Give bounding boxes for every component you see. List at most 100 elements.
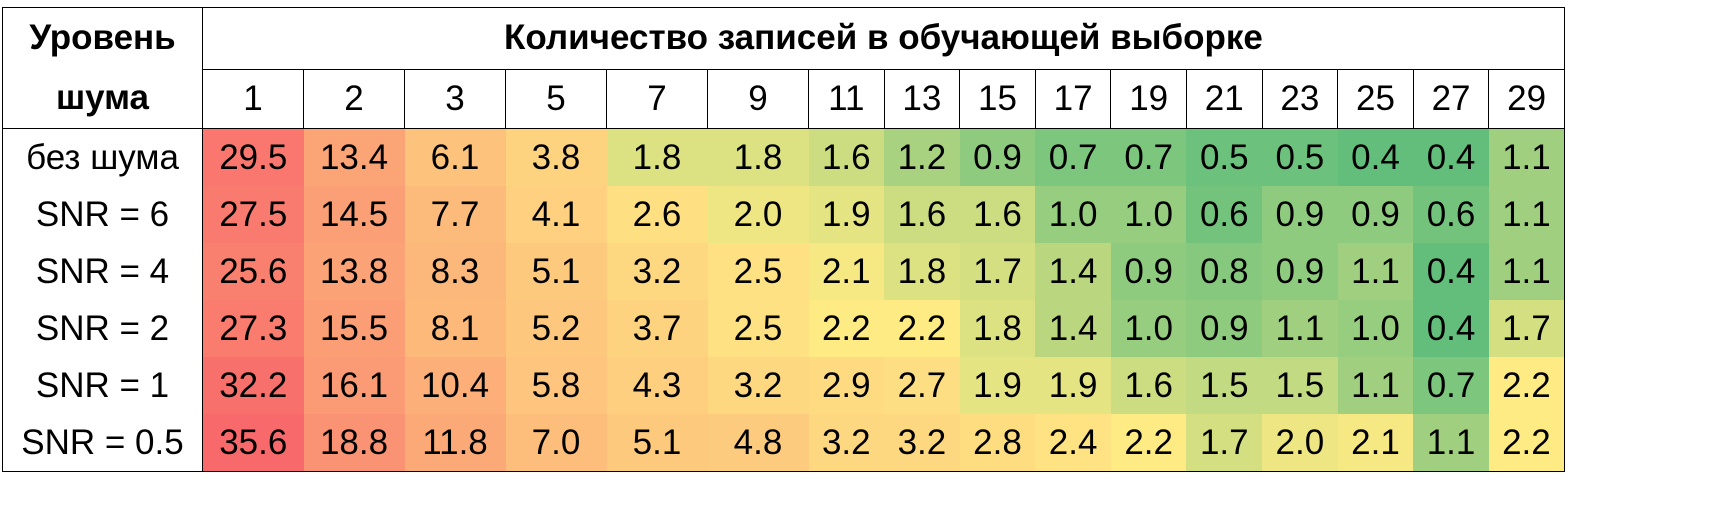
heatmap-cell: 1.7 [959, 243, 1036, 300]
heatmap-row: SNR = 4 25.6 13.8 8.3 5.1 3.2 2.5 2.1 1.8 1.7 1.4 0… [2, 243, 1565, 300]
heatmap-cell: 1.7 [1186, 414, 1263, 472]
heatmap-cell: 13.4 [303, 128, 405, 186]
heatmap-cell: 1.0 [1110, 186, 1187, 243]
heatmap-cell: 2.4 [1035, 414, 1111, 472]
heatmap-cell: 2.5 [707, 300, 809, 357]
heatmap-cell: 0.9 [959, 128, 1036, 186]
heatmap-cell: 27.5 [202, 186, 304, 243]
heatmap-cell: 10.4 [404, 357, 506, 414]
column-header-7: 7 [606, 69, 708, 129]
heatmap-cell: 13.8 [303, 243, 405, 300]
heatmap-cell: 35.6 [202, 414, 304, 472]
heatmap-cell: 0.4 [1413, 128, 1489, 186]
column-header-27: 27 [1412, 69, 1490, 129]
heatmap-cell: 1.0 [1337, 300, 1414, 357]
heatmap-cell: 1.9 [808, 186, 885, 243]
column-header-21: 21 [1185, 69, 1263, 129]
heatmap-cell: 16.1 [303, 357, 405, 414]
heatmap-cell: 0.9 [1110, 243, 1187, 300]
column-header-2: 2 [303, 69, 405, 129]
heatmap-cell: 0.6 [1413, 186, 1489, 243]
heatmap-cell: 29.5 [202, 128, 304, 186]
column-header-11: 11 [808, 69, 885, 129]
heatmap-cell: 5.2 [505, 300, 607, 357]
heatmap-cell: 1.5 [1186, 357, 1263, 414]
column-header-19: 19 [1110, 69, 1187, 129]
column-header-9: 9 [707, 69, 809, 129]
heatmap-cell: 14.5 [303, 186, 405, 243]
heatmap-cell: 0.5 [1186, 128, 1263, 186]
heatmap-cell: 5.1 [606, 414, 708, 472]
heatmap-cell: 1.2 [884, 128, 960, 186]
column-header-5: 5 [505, 69, 607, 129]
heatmap-cell: 4.1 [505, 186, 607, 243]
heatmap-row: SNR = 6 27.5 14.5 7.7 4.1 2.6 2.0 1.9 1.6 1.6 1.0 1… [2, 186, 1565, 243]
heatmap-cell: 1.1 [1488, 128, 1565, 186]
heatmap-body: без шума 29.5 13.4 6.1 3.8 1.8 1.8 1.6 1.2 0.9 0.7… [2, 128, 1565, 472]
heatmap-cell: 2.0 [1262, 414, 1338, 472]
row-label: без шума [2, 128, 203, 186]
heatmap-cell: 1.9 [1035, 357, 1111, 414]
heatmap-cell: 2.7 [884, 357, 960, 414]
heatmap-cell: 8.3 [404, 243, 506, 300]
heatmap-cell: 8.1 [404, 300, 506, 357]
heatmap-cell: 32.2 [202, 357, 304, 414]
heatmap-cell: 2.9 [808, 357, 885, 414]
heatmap-cell: 5.8 [505, 357, 607, 414]
heatmap-cell: 0.9 [1262, 186, 1338, 243]
column-header-13: 13 [883, 69, 961, 129]
chart-title: Количество записей в обучающей выборке [202, 7, 1565, 70]
heatmap-row: без шума 29.5 13.4 6.1 3.8 1.8 1.8 1.6 1.2 0.9 0.7… [2, 128, 1565, 186]
row-label: SNR = 1 [2, 357, 203, 414]
heatmap-row: SNR = 1 32.2 16.1 10.4 5.8 4.3 3.2 2.9 2.7 1.9 1.9… [2, 357, 1565, 414]
heatmap-cell: 2.8 [959, 414, 1036, 472]
heatmap-cell: 1.7 [1488, 300, 1565, 357]
row-label: SNR = 0.5 [2, 414, 203, 472]
heatmap-cell: 1.1 [1488, 186, 1565, 243]
heatmap-cell: 0.8 [1186, 243, 1263, 300]
heatmap-cell: 7.7 [404, 186, 506, 243]
heatmap-cell: 4.3 [606, 357, 708, 414]
heatmap-cell: 25.6 [202, 243, 304, 300]
column-header-15: 15 [959, 69, 1036, 129]
column-header-3: 3 [404, 69, 506, 129]
heatmap-cell: 0.9 [1337, 186, 1414, 243]
heatmap-cell: 2.0 [707, 186, 809, 243]
heatmap-cell: 1.6 [884, 186, 960, 243]
heatmap-cell: 1.4 [1035, 300, 1111, 357]
heatmap-cell: 1.0 [1110, 300, 1187, 357]
heatmap-cell: 1.4 [1035, 243, 1111, 300]
heatmap-cell: 6.1 [404, 128, 506, 186]
row-label: SNR = 2 [2, 300, 203, 357]
heatmap-cell: 2.2 [1110, 414, 1187, 472]
heatmap-cell: 1.0 [1035, 186, 1111, 243]
heatmap-cell: 11.8 [404, 414, 506, 472]
row-header-title: Уровень шума [2, 7, 203, 129]
column-header-23: 23 [1261, 69, 1339, 129]
heatmap-cell: 2.6 [606, 186, 708, 243]
heatmap-cell: 0.5 [1262, 128, 1338, 186]
heatmap-cell: 27.3 [202, 300, 304, 357]
heatmap-table: Уровень шума Количество записей в обучаю… [2, 7, 1565, 472]
row-label: SNR = 4 [2, 243, 203, 300]
heatmap-cell: 1.8 [707, 128, 809, 186]
heatmap-cell: 1.8 [884, 243, 960, 300]
heatmap-cell: 2.1 [1337, 414, 1414, 472]
heatmap-cell: 0.7 [1413, 357, 1489, 414]
heatmap-cell: 1.1 [1262, 300, 1338, 357]
column-header-1: 1 [202, 69, 304, 129]
heatmap-cell: 3.7 [606, 300, 708, 357]
heatmap-cell: 0.4 [1413, 300, 1489, 357]
heatmap-cell: 1.1 [1488, 243, 1565, 300]
row-label: SNR = 6 [2, 186, 203, 243]
heatmap-cell: 3.2 [884, 414, 960, 472]
heatmap-cell: 0.9 [1262, 243, 1338, 300]
row-header-title-text: Уровень шума [29, 18, 176, 117]
heatmap-cell: 3.8 [505, 128, 607, 186]
heatmap-cell: 2.1 [808, 243, 885, 300]
heatmap-cell: 0.9 [1186, 300, 1263, 357]
heatmap-cell: 5.1 [505, 243, 607, 300]
heatmap-cell: 0.4 [1337, 128, 1414, 186]
column-header-29: 29 [1488, 69, 1565, 129]
heatmap-cell: 1.1 [1337, 357, 1414, 414]
